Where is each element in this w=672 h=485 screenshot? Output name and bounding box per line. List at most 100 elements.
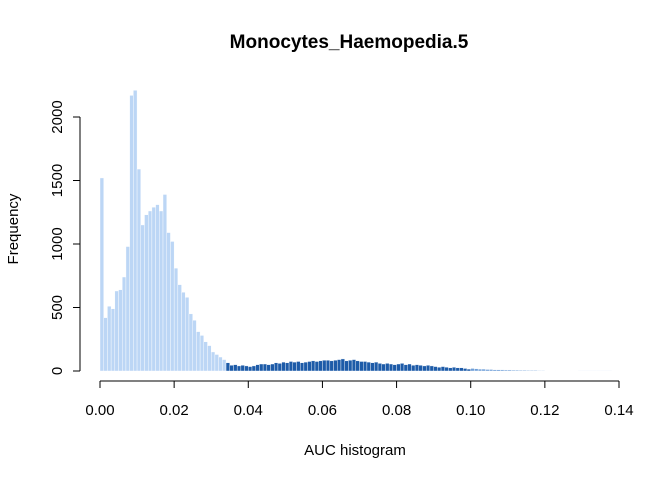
y-tick-label: 500 xyxy=(49,295,66,320)
histogram-bar xyxy=(185,297,189,371)
histogram-bar xyxy=(256,365,260,371)
histogram-bar xyxy=(352,360,356,371)
histogram-bar xyxy=(193,320,197,371)
histogram-bar xyxy=(115,291,119,371)
histogram-bar xyxy=(167,233,171,371)
histogram-bar xyxy=(311,361,315,371)
histogram-bar xyxy=(308,361,312,371)
histogram-bar xyxy=(511,370,515,371)
histogram-bar xyxy=(541,370,545,371)
histogram-bar xyxy=(408,364,412,371)
histogram-bar xyxy=(289,361,293,371)
histogram-bar xyxy=(497,370,501,371)
histogram-bar xyxy=(293,362,297,371)
histogram-bar xyxy=(334,360,338,371)
histogram-bar xyxy=(478,369,482,371)
y-tick-label: 2000 xyxy=(49,100,66,133)
histogram-bar xyxy=(389,364,393,371)
histogram-bar xyxy=(367,362,371,371)
x-tick-label: 0.10 xyxy=(456,402,485,419)
histogram-bar xyxy=(360,361,364,371)
histogram-bar xyxy=(237,366,241,371)
histogram-bar xyxy=(104,318,108,371)
histogram-bar xyxy=(382,364,386,371)
histogram-bar xyxy=(467,369,471,371)
histogram-bar xyxy=(156,205,160,371)
chart-title: Monocytes_Haemopedia.5 xyxy=(230,32,469,53)
histogram-bar xyxy=(282,362,286,371)
histogram-bar xyxy=(126,247,130,371)
histogram-bar xyxy=(326,360,330,371)
histogram-bar xyxy=(196,332,200,371)
histogram-bar xyxy=(523,370,527,371)
histogram-bar xyxy=(371,363,375,371)
histogram-bar xyxy=(515,370,519,371)
x-tick-label: 0.04 xyxy=(234,402,263,419)
histogram-bar xyxy=(111,309,115,371)
histogram-bar xyxy=(337,360,341,371)
histogram-bar xyxy=(393,365,397,371)
histogram-bar xyxy=(385,363,389,371)
histogram-bar xyxy=(222,360,226,371)
histogram-bar xyxy=(159,211,163,371)
histogram-bar xyxy=(122,277,126,371)
histogram-bar xyxy=(148,211,152,371)
histogram-bar xyxy=(448,368,452,371)
histogram-bar xyxy=(263,364,267,371)
histogram-bar xyxy=(537,370,541,371)
histogram-bar xyxy=(252,366,256,371)
histogram-bar xyxy=(345,361,349,371)
histogram-bar xyxy=(226,363,230,371)
histogram-bar xyxy=(397,364,401,371)
histogram-bar xyxy=(437,367,441,371)
histogram-bar xyxy=(404,365,408,371)
histogram-bar xyxy=(204,342,208,371)
histogram-bar xyxy=(233,365,237,371)
histogram-bar xyxy=(419,365,423,371)
histogram-bar xyxy=(482,369,486,371)
histogram-bar xyxy=(300,363,304,371)
histogram-bar xyxy=(500,370,504,371)
histogram-bar xyxy=(267,365,271,371)
histogram-bar xyxy=(271,364,275,371)
histogram-bar xyxy=(189,314,193,371)
histogram-bar xyxy=(304,362,308,371)
histogram-bar xyxy=(100,178,104,371)
y-tick-label: 1000 xyxy=(49,227,66,260)
histogram-bar xyxy=(441,367,445,371)
histogram-bar xyxy=(259,364,263,371)
histogram-bar xyxy=(241,365,245,371)
x-tick-label: 0.00 xyxy=(85,402,114,419)
histogram-bar xyxy=(508,370,512,371)
x-tick-label: 0.08 xyxy=(382,402,411,419)
histogram-bar xyxy=(285,363,289,371)
histogram-bar xyxy=(296,361,300,371)
histogram-bar xyxy=(519,370,523,371)
histogram-bar xyxy=(322,360,326,371)
histogram-bar xyxy=(248,367,252,371)
histogram-bar xyxy=(430,366,434,371)
x-tick-label: 0.14 xyxy=(604,402,633,419)
histogram-bar xyxy=(137,169,141,371)
histogram-bar xyxy=(445,367,449,371)
histogram-bar xyxy=(341,359,345,371)
histogram-bar xyxy=(474,369,478,371)
histogram-bar xyxy=(144,215,148,371)
histogram-bar xyxy=(163,194,167,371)
histogram-bar xyxy=(493,370,497,371)
y-axis-label: Frequency xyxy=(5,193,22,264)
histogram-bar xyxy=(219,357,223,371)
histogram-bar xyxy=(356,361,360,371)
histogram-bar xyxy=(152,207,156,371)
histogram-bar xyxy=(174,268,178,371)
histogram-bar xyxy=(363,361,367,371)
histogram-bar xyxy=(463,368,467,371)
y-tick-label: 0 xyxy=(49,367,66,375)
histogram-bar xyxy=(211,352,215,371)
histogram-bar xyxy=(170,241,174,371)
histogram-bar xyxy=(400,363,404,371)
histogram-bar xyxy=(230,365,234,371)
x-tick-label: 0.02 xyxy=(160,402,189,419)
